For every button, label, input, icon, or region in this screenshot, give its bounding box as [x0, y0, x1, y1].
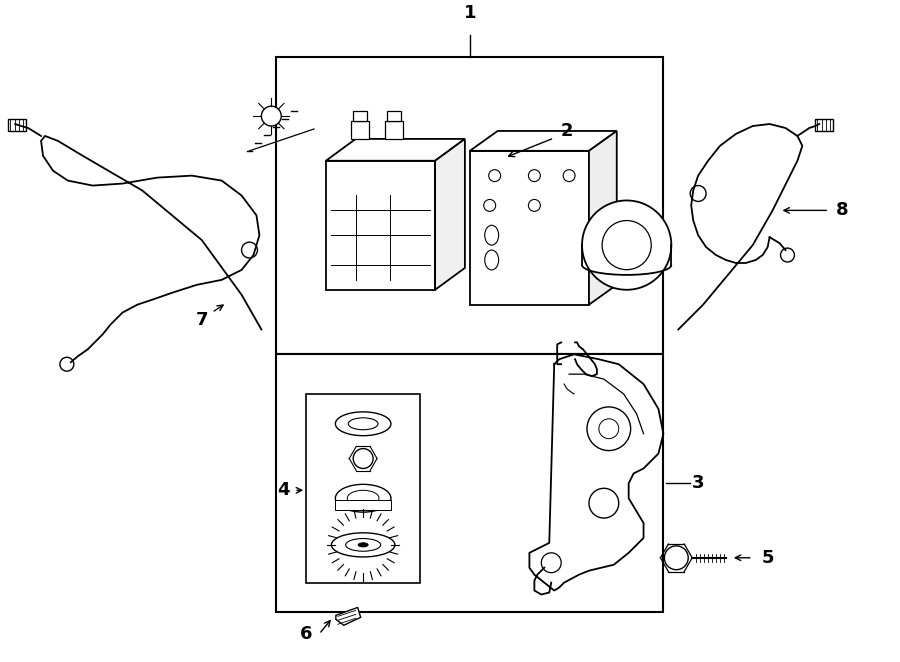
Ellipse shape	[483, 199, 496, 211]
Text: 4: 4	[276, 481, 289, 499]
Polygon shape	[589, 131, 616, 305]
Bar	[388, 111, 401, 121]
Ellipse shape	[348, 418, 378, 430]
Ellipse shape	[690, 185, 707, 201]
Ellipse shape	[261, 106, 282, 126]
Bar	[326, 161, 435, 290]
Text: 1: 1	[464, 4, 476, 22]
Bar	[276, 56, 663, 354]
Bar	[306, 394, 420, 583]
Text: 7: 7	[195, 310, 208, 328]
Ellipse shape	[347, 491, 379, 506]
Ellipse shape	[485, 250, 499, 270]
Bar	[351, 121, 369, 139]
Polygon shape	[435, 139, 465, 290]
Polygon shape	[326, 139, 465, 161]
Ellipse shape	[489, 169, 500, 181]
Bar	[276, 354, 663, 612]
Text: 3: 3	[692, 475, 705, 493]
Ellipse shape	[598, 419, 618, 439]
Ellipse shape	[780, 248, 795, 262]
Text: A: A	[361, 542, 365, 548]
Ellipse shape	[589, 489, 618, 518]
Ellipse shape	[541, 553, 562, 573]
Ellipse shape	[353, 449, 374, 469]
Ellipse shape	[336, 412, 391, 436]
Ellipse shape	[60, 357, 74, 371]
Text: 6: 6	[300, 625, 312, 643]
Bar	[353, 111, 366, 121]
Ellipse shape	[602, 220, 652, 269]
Bar	[8, 119, 26, 131]
Polygon shape	[470, 131, 616, 151]
Polygon shape	[336, 608, 361, 626]
Text: 8: 8	[836, 201, 849, 219]
Ellipse shape	[346, 538, 381, 551]
Ellipse shape	[336, 485, 391, 512]
Ellipse shape	[485, 225, 499, 245]
Ellipse shape	[528, 169, 540, 181]
Text: 5: 5	[761, 549, 774, 567]
Bar	[470, 151, 589, 305]
Bar	[815, 119, 833, 131]
Bar	[336, 500, 391, 510]
Ellipse shape	[582, 201, 671, 290]
Ellipse shape	[563, 169, 575, 181]
Ellipse shape	[358, 543, 368, 547]
Ellipse shape	[331, 533, 395, 557]
Ellipse shape	[587, 407, 631, 451]
Bar	[385, 121, 403, 139]
Text: 2: 2	[561, 122, 573, 140]
Ellipse shape	[241, 242, 257, 258]
Ellipse shape	[664, 546, 689, 570]
Ellipse shape	[528, 199, 540, 211]
